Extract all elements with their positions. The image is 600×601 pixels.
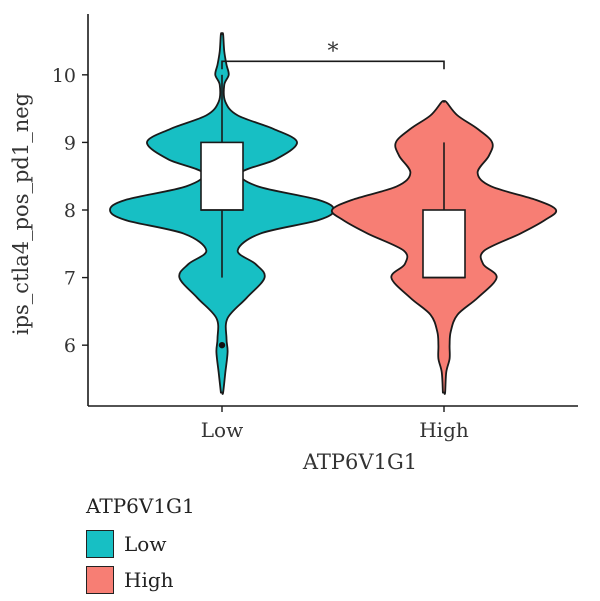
y-tick-label-9: 9 [64, 132, 76, 154]
legend-swatch-low [86, 530, 114, 558]
y-tick-label-10: 10 [52, 65, 76, 87]
y-tick-label-7: 7 [64, 268, 76, 290]
legend-title: ATP6V1G1 [86, 494, 195, 518]
significance-bracket [221, 60, 445, 70]
y-tick-label-8: 8 [64, 200, 76, 222]
y-axis-title: ips_ctla4_pos_pd1_neg [9, 93, 33, 335]
significance-layer: * [221, 39, 445, 70]
legend: ATP6V1G1 Low High [86, 494, 195, 598]
box-low [200, 141, 244, 211]
legend-label-high: High [124, 568, 174, 592]
boxes-layer [200, 74, 466, 349]
violins-layer [109, 32, 558, 395]
x-axis-title: ATP6V1G1 [302, 450, 417, 474]
outlier-point-low-0 [218, 341, 226, 349]
y-tick-label-6: 6 [64, 335, 76, 357]
axes-layer: 6 7 8 9 10 Low High [52, 14, 578, 442]
x-tick-label-low: Low [201, 418, 243, 442]
x-tick-label-high: High [419, 418, 469, 442]
legend-item-low: Low [86, 526, 195, 562]
box-high [422, 209, 466, 279]
significance-label: * [328, 39, 339, 64]
legend-label-low: Low [124, 532, 167, 556]
legend-item-high: High [86, 562, 195, 598]
legend-swatch-high [86, 566, 114, 594]
